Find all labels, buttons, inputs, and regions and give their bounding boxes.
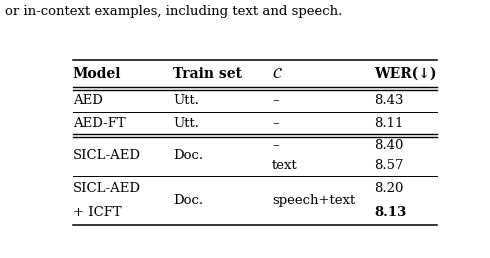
Text: or in-context examples, including text and speech.: or in-context examples, including text a…: [5, 5, 343, 19]
Text: WER(↓): WER(↓): [374, 67, 437, 81]
Text: SICL-AED: SICL-AED: [73, 149, 141, 162]
Text: AED: AED: [73, 94, 102, 107]
Text: 8.20: 8.20: [374, 182, 404, 195]
Text: –: –: [272, 117, 279, 130]
Text: Train set: Train set: [173, 67, 242, 81]
Text: 8.11: 8.11: [374, 117, 404, 130]
Text: Model: Model: [73, 67, 121, 81]
Text: SICL-AED: SICL-AED: [73, 182, 141, 195]
Text: Doc.: Doc.: [173, 149, 203, 162]
Text: –: –: [272, 94, 279, 107]
Text: + ICFT: + ICFT: [73, 206, 121, 219]
Text: $\mathcal{C}$: $\mathcal{C}$: [272, 67, 283, 81]
Text: speech+text: speech+text: [272, 194, 355, 207]
Text: 8.13: 8.13: [374, 206, 407, 219]
Text: 8.40: 8.40: [374, 139, 404, 152]
Text: 8.57: 8.57: [374, 159, 404, 173]
Text: text: text: [272, 159, 298, 173]
Text: –: –: [272, 139, 279, 152]
Text: 8.43: 8.43: [374, 94, 404, 107]
Text: Doc.: Doc.: [173, 194, 203, 207]
Text: Utt.: Utt.: [173, 117, 199, 130]
Text: AED-FT: AED-FT: [73, 117, 125, 130]
Text: Utt.: Utt.: [173, 94, 199, 107]
